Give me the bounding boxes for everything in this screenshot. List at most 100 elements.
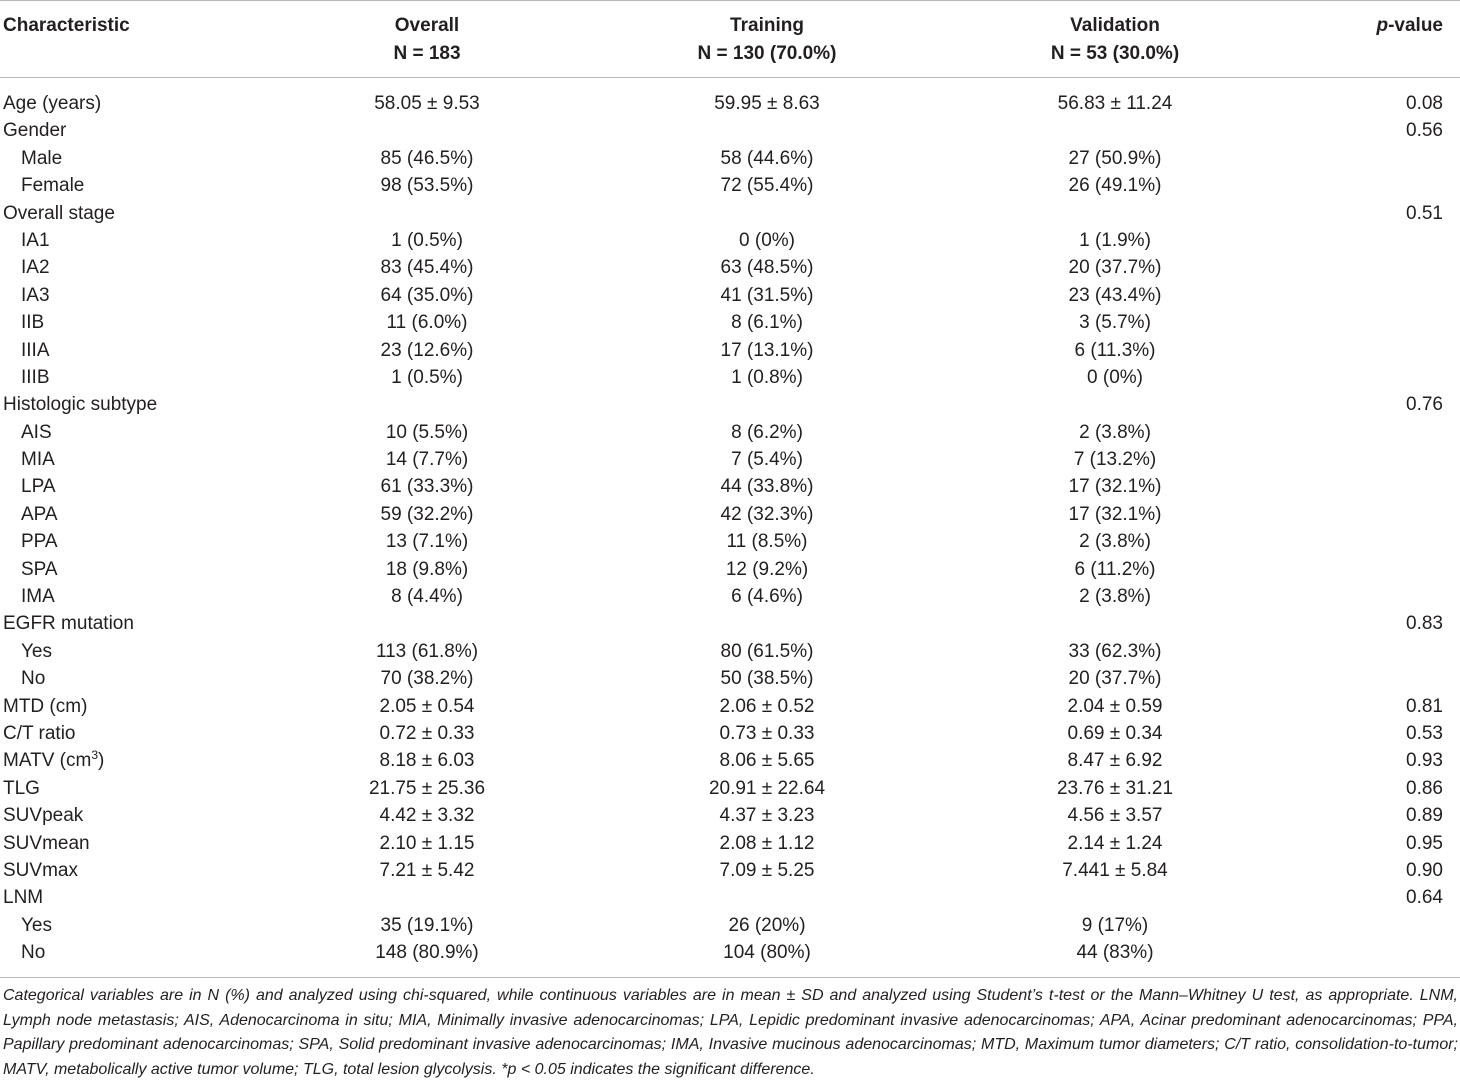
row-label: SUVmean [3, 830, 90, 857]
table-row: No 70 (38.2%) 50 (38.5%) 20 (37.7%) [0, 665, 1460, 692]
row-label-text: SPA [21, 558, 58, 580]
table-row: SUVmax 7.21 ± 5.42 7.09 ± 5.25 7.441 ± 5.84… [0, 857, 1460, 884]
table-row: IA1 1 (0.5%) 0 (0%) 1 (1.9%) [0, 227, 1460, 254]
cell-p-value: 0.64 [1406, 887, 1443, 909]
cell-validation: 0.69 ± 0.34 [1067, 722, 1163, 744]
table-row: IMA 8 (4.4%) 6 (4.6%) 2 (3.8%) [0, 583, 1460, 610]
row-label-text: LPA [21, 476, 56, 498]
cell-p-value: 0.86 [1406, 777, 1443, 799]
cell-validation: 4.56 ± 3.57 [1067, 805, 1163, 827]
table-row: Overall stage 0.51 [0, 200, 1460, 227]
cell-validation: 3 (5.7%) [1079, 312, 1151, 334]
cell-p-value: 0.81 [1406, 695, 1443, 717]
cell-training: 1 (0.8%) [731, 366, 803, 388]
cell-overall: 148 (80.9%) [375, 942, 479, 964]
cell-validation: 44 (83%) [1076, 942, 1154, 964]
header-characteristic: Characteristic [3, 15, 130, 36]
table-row: Male 85 (46.5%) 58 (44.6%) 27 (50.9%) [0, 145, 1460, 172]
row-label-text: Gender [3, 120, 67, 142]
cell-validation: 2.04 ± 0.59 [1067, 695, 1163, 717]
header-overall-label: Overall [394, 15, 460, 36]
table-row: MIA 14 (7.7%) 7 (5.4%) 7 (13.2%) [0, 446, 1460, 473]
table-row: LPA 61 (33.3%) 44 (33.8%) 17 (32.1%) [0, 473, 1460, 500]
cell-training: 12 (9.2%) [725, 558, 809, 580]
row-label-text: AIS [21, 421, 52, 443]
header-p-prefix: p [1376, 15, 1389, 36]
header-training: Training N = 130 (70.0%) [567, 12, 967, 68]
row-label-superscript: 3 [91, 748, 98, 763]
cell-training: 44 (33.8%) [720, 476, 814, 498]
cell-overall: 113 (61.8%) [375, 640, 479, 662]
cell-validation: 6 (11.2%) [1074, 558, 1156, 580]
row-label-text: IA2 [21, 257, 50, 279]
cell-overall: 23 (12.6%) [380, 339, 474, 361]
row-label: C/T ratio [3, 720, 76, 747]
row-label: LNM [3, 884, 43, 911]
row-label-text: IIB [21, 312, 45, 334]
row-label: Yes [21, 638, 52, 665]
cell-validation: 8.47 ± 6.92 [1067, 750, 1163, 772]
cell-overall: 2.05 ± 0.54 [379, 695, 475, 717]
table-row: SUVpeak 4.42 ± 3.32 4.37 ± 3.23 4.56 ± 3.57… [0, 802, 1460, 829]
cell-validation: 6 (11.3%) [1074, 339, 1156, 361]
row-label-text: LNM [3, 887, 44, 909]
cell-training: 2.08 ± 1.12 [719, 832, 815, 854]
cell-overall: 7.21 ± 5.42 [379, 859, 475, 881]
row-label: IA1 [21, 227, 50, 254]
top-rule [0, 0, 1460, 1]
row-label: MATV (cm3) [3, 747, 104, 774]
table-row: IIIA 23 (12.6%) 17 (13.1%) 6 (11.3%) [0, 337, 1460, 364]
cell-training: 8.06 ± 5.65 [719, 750, 815, 772]
cell-training: 63 (48.5%) [720, 257, 814, 279]
row-label: Yes [21, 912, 52, 939]
cell-overall: 14 (7.7%) [385, 449, 469, 471]
table-row: PPA 13 (7.1%) 11 (8.5%) 2 (3.8%) [0, 528, 1460, 555]
cell-p-value: 0.90 [1406, 859, 1443, 881]
row-label: Histologic subtype [3, 391, 157, 418]
row-label-text: MATV (cm [3, 750, 92, 772]
cell-overall: 1 (0.5%) [391, 229, 463, 251]
row-label: PPA [21, 528, 58, 555]
row-label: Male [21, 145, 62, 172]
cell-overall: 8.18 ± 6.03 [379, 750, 475, 772]
table-row: LNM 0.64 [0, 884, 1460, 911]
bottom-rule [0, 977, 1460, 978]
cell-validation: 0 (0%) [1087, 366, 1143, 388]
table-row: C/T ratio 0.72 ± 0.33 0.73 ± 0.33 0.69 ± 0.… [0, 720, 1460, 747]
cell-training: 8 (6.2%) [731, 421, 803, 443]
table-row: MATV (cm3) 8.18 ± 6.03 8.06 ± 5.65 8.47 ± 6… [0, 747, 1460, 774]
row-label: APA [21, 501, 58, 528]
table-row: SPA 18 (9.8%) 12 (9.2%) 6 (11.2%) [0, 556, 1460, 583]
row-label: LPA [21, 473, 56, 500]
table-row: IA2 83 (45.4%) 63 (48.5%) 20 (37.7%) [0, 254, 1460, 281]
cell-validation: 17 (32.1%) [1068, 503, 1162, 525]
cell-validation: 7.441 ± 5.84 [1062, 859, 1168, 881]
table-row: SUVmean 2.10 ± 1.15 2.08 ± 1.12 2.14 ± 1.24… [0, 830, 1460, 857]
cell-p-value: 0.89 [1406, 805, 1443, 827]
cell-training: 7.09 ± 5.25 [719, 859, 815, 881]
row-label: IIIA [21, 337, 50, 364]
cell-training: 26 (20%) [728, 914, 806, 936]
cell-validation: 26 (49.1%) [1068, 175, 1162, 197]
row-label: EGFR mutation [3, 610, 134, 637]
cell-training: 20.91 ± 22.64 [708, 777, 826, 799]
cell-validation: 23 (43.4%) [1068, 284, 1162, 306]
row-label: IMA [21, 583, 55, 610]
cell-training: 41 (31.5%) [720, 284, 814, 306]
cell-training: 8 (6.1%) [731, 312, 803, 334]
table-row: Age (years) 58.05 ± 9.53 59.95 ± 8.63 56.83… [0, 90, 1460, 117]
row-label-text: IMA [21, 586, 55, 608]
cell-training: 4.37 ± 3.23 [719, 805, 815, 827]
header-overall: Overall N = 183 [227, 12, 627, 68]
header-p-value: p-value [1376, 12, 1443, 40]
cell-p-value: 0.53 [1406, 722, 1443, 744]
cell-overall: 35 (19.1%) [380, 914, 474, 936]
table-row: No 148 (80.9%) 104 (80%) 44 (83%) [0, 939, 1460, 966]
cell-training: 2.06 ± 0.52 [719, 695, 815, 717]
cell-validation: 2 (3.8%) [1079, 531, 1151, 553]
cell-p-value: 0.93 [1406, 750, 1443, 772]
table-row: IIIB 1 (0.5%) 1 (0.8%) 0 (0%) [0, 364, 1460, 391]
cell-overall: 18 (9.8%) [385, 558, 469, 580]
row-label-text: No [21, 668, 46, 690]
